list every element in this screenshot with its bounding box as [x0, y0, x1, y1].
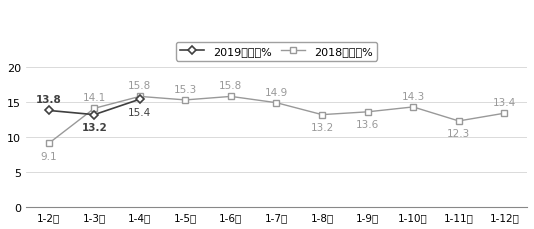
Text: 13.2: 13.2: [310, 123, 334, 133]
Line: 2019年增速%: 2019年增速%: [45, 97, 143, 118]
Text: 13.6: 13.6: [356, 120, 379, 130]
Text: 13.8: 13.8: [36, 95, 61, 105]
2018年增速%: [456, 120, 462, 123]
Text: 15.8: 15.8: [219, 81, 242, 91]
2018年增速%: [364, 111, 371, 114]
Text: 14.1: 14.1: [83, 93, 106, 103]
2018年增速%: [137, 95, 143, 98]
2018年增速%: [319, 114, 325, 117]
Text: 14.3: 14.3: [402, 91, 425, 101]
Text: 12.3: 12.3: [447, 129, 470, 139]
2018年增速%: [410, 106, 417, 109]
Text: 13.4: 13.4: [493, 98, 516, 108]
2019年增速%: [45, 109, 52, 112]
2018年增速%: [91, 107, 98, 110]
2018年增速%: [273, 102, 280, 105]
2018年增速%: [182, 99, 189, 102]
2018年增速%: [45, 142, 52, 145]
Text: 13.2: 13.2: [81, 123, 107, 133]
Text: 15.8: 15.8: [128, 81, 152, 91]
Text: 15.3: 15.3: [174, 85, 197, 94]
Text: 14.9: 14.9: [265, 87, 288, 97]
Text: 9.1: 9.1: [41, 151, 57, 161]
Legend: 2019年增速%, 2018年增速%: 2019年增速%, 2018年增速%: [176, 42, 378, 61]
2019年增速%: [137, 98, 143, 101]
2018年增速%: [227, 95, 234, 98]
2019年增速%: [91, 114, 98, 117]
2018年增速%: [501, 112, 507, 115]
Line: 2018年增速%: 2018年增速%: [45, 93, 508, 147]
Text: 15.4: 15.4: [128, 107, 152, 117]
